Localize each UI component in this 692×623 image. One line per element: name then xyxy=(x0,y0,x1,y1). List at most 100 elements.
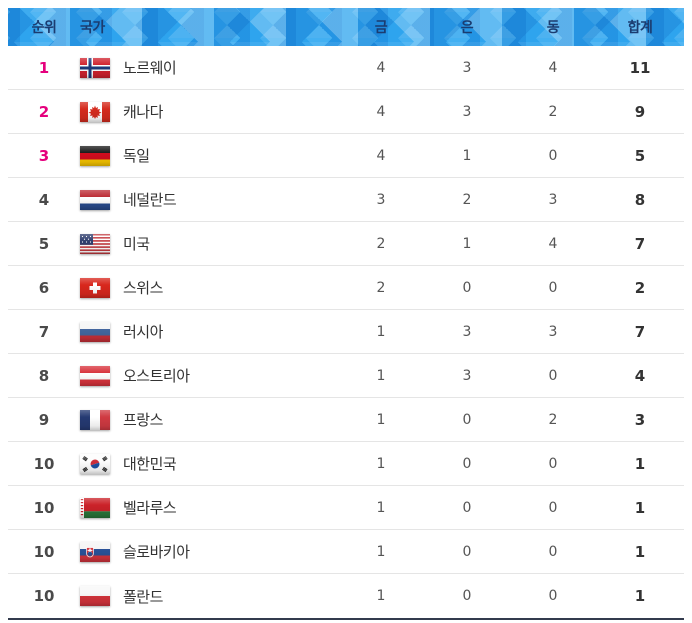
bronze-count: 4 xyxy=(548,59,558,76)
country-name: 스위스 xyxy=(123,279,163,297)
row-rank: 5 xyxy=(38,234,50,253)
column-header-rank: 순위 xyxy=(31,20,57,36)
gold-count: 2 xyxy=(376,235,386,252)
country-name: 네덜란드 xyxy=(123,191,177,209)
total-count: 7 xyxy=(634,234,646,253)
poland-flag xyxy=(80,586,110,606)
bronze-count: 0 xyxy=(548,543,558,560)
bronze-count: 4 xyxy=(548,235,558,252)
total-count: 1 xyxy=(634,542,646,561)
bronze-count: 0 xyxy=(548,455,558,472)
south-korea-flag xyxy=(80,453,110,474)
row-country: 네덜란드 xyxy=(80,189,338,210)
gold-count: 1 xyxy=(376,543,386,560)
table-row: 4 네덜란드 3 2 3 8 xyxy=(8,178,684,222)
silver-count: 1 xyxy=(462,147,472,164)
row-rank: 6 xyxy=(38,278,50,297)
row-country: 캐나다 xyxy=(80,101,338,122)
russia-flag xyxy=(80,321,110,342)
row-country: 미국 xyxy=(80,233,338,254)
gold-count: 4 xyxy=(376,103,386,120)
table-body: 1 노르웨이 4 3 4 11 2 캐나다 4 3 2 9 3 독일 4 1 0… xyxy=(8,46,684,620)
silver-count: 3 xyxy=(462,59,472,76)
usa-flag xyxy=(80,233,110,254)
total-count: 1 xyxy=(634,587,646,605)
country-name: 벨라루스 xyxy=(123,499,177,517)
row-country: 대한민국 xyxy=(80,453,338,474)
total-count: 1 xyxy=(634,454,646,473)
column-header-country: 국가 xyxy=(80,20,105,36)
bronze-count: 0 xyxy=(548,499,558,516)
silver-count: 0 xyxy=(462,411,472,428)
total-count: 5 xyxy=(634,146,646,165)
silver-count: 0 xyxy=(462,279,472,296)
silver-count: 3 xyxy=(462,103,472,120)
switzerland-flag xyxy=(80,277,110,298)
gold-count: 1 xyxy=(376,455,386,472)
gold-count: 1 xyxy=(376,367,386,384)
row-rank: 2 xyxy=(38,102,50,121)
country-name: 폴란드 xyxy=(123,587,163,606)
table-row: 10 대한민국 1 0 0 1 xyxy=(8,442,684,486)
row-country: 노르웨이 xyxy=(80,57,338,78)
belarus-flag xyxy=(80,497,110,518)
table-row: 7 러시아 1 3 3 7 xyxy=(8,310,684,354)
country-name: 슬로바키아 xyxy=(123,543,190,561)
table-row: 10 벨라루스 1 0 0 1 xyxy=(8,486,684,530)
table-row: 10 폴란드 1 0 0 1 xyxy=(8,574,684,618)
slovakia-flag xyxy=(80,541,110,562)
table-row: 6 스위스 2 0 0 2 xyxy=(8,266,684,310)
total-count: 1 xyxy=(634,498,646,517)
canada-flag xyxy=(80,101,110,122)
total-count: 11 xyxy=(629,58,651,77)
bronze-count: 3 xyxy=(548,323,558,340)
silver-count: 0 xyxy=(462,455,472,472)
country-name: 러시아 xyxy=(123,323,163,341)
row-country: 벨라루스 xyxy=(80,497,338,518)
medal-table: 순위 국가 금 은 동 합계 1 노르웨이 4 3 4 11 2 캐나다 4 3… xyxy=(8,8,684,620)
column-header-silver: 은 xyxy=(460,20,474,36)
table-row: 10 슬로바키아 1 0 0 1 xyxy=(8,530,684,574)
row-country: 스위스 xyxy=(80,277,338,298)
silver-count: 1 xyxy=(462,235,472,252)
silver-count: 0 xyxy=(462,543,472,560)
gold-count: 4 xyxy=(376,59,386,76)
country-name: 캐나다 xyxy=(123,103,163,121)
silver-count: 0 xyxy=(462,588,472,604)
total-count: 9 xyxy=(634,102,646,121)
country-name: 노르웨이 xyxy=(123,59,177,77)
country-name: 미국 xyxy=(123,235,150,253)
row-country: 오스트리아 xyxy=(80,365,338,386)
column-header-bronze: 동 xyxy=(546,20,560,36)
column-header-gold: 금 xyxy=(374,20,388,36)
row-rank: 10 xyxy=(33,542,55,561)
total-count: 8 xyxy=(634,190,646,209)
total-count: 2 xyxy=(634,278,646,297)
germany-flag xyxy=(80,145,110,166)
row-rank: 10 xyxy=(33,454,55,473)
row-country: 독일 xyxy=(80,145,338,166)
bronze-count: 2 xyxy=(548,411,558,428)
gold-count: 1 xyxy=(376,323,386,340)
gold-count: 1 xyxy=(376,588,386,604)
table-row: 1 노르웨이 4 3 4 11 xyxy=(8,46,684,90)
silver-count: 3 xyxy=(462,367,472,384)
table-row: 3 독일 4 1 0 5 xyxy=(8,134,684,178)
row-rank: 9 xyxy=(38,410,50,429)
row-country: 프랑스 xyxy=(80,409,338,430)
country-name: 프랑스 xyxy=(123,411,163,429)
country-name: 독일 xyxy=(123,147,150,165)
silver-count: 0 xyxy=(462,499,472,516)
norway-flag xyxy=(80,57,110,78)
netherlands-flag xyxy=(80,189,110,210)
total-count: 7 xyxy=(634,322,646,341)
total-count: 4 xyxy=(634,366,646,385)
row-rank: 10 xyxy=(33,587,55,605)
row-country: 러시아 xyxy=(80,321,338,342)
row-country: 폴란드 xyxy=(80,586,338,607)
silver-count: 3 xyxy=(462,323,472,340)
column-header-total: 합계 xyxy=(627,20,653,36)
gold-count: 1 xyxy=(376,499,386,516)
bronze-count: 0 xyxy=(548,588,558,604)
bronze-count: 2 xyxy=(548,103,558,120)
